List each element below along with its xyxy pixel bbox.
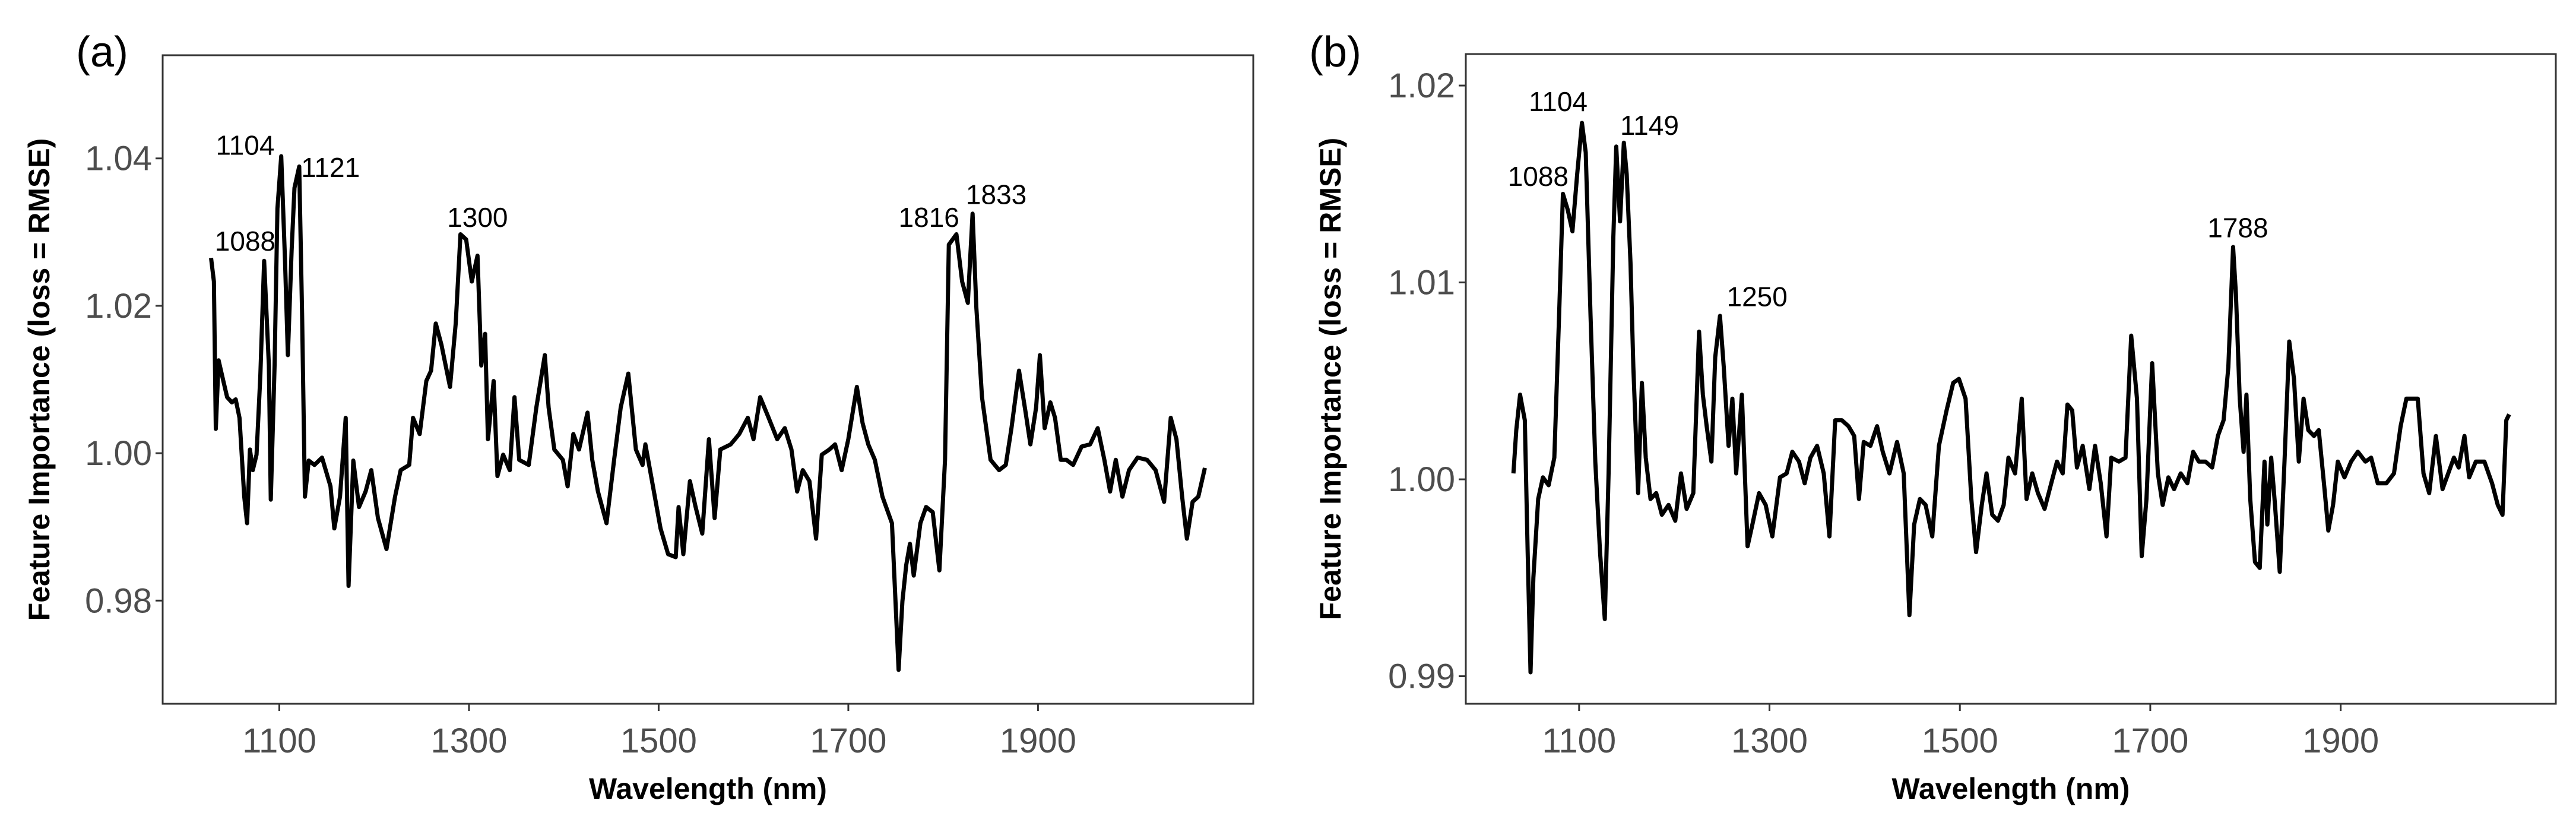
y-tick-label: 1.02 <box>85 287 152 325</box>
plot-frame <box>161 54 1254 705</box>
plot-frame <box>1465 53 2557 705</box>
peak-annotation: 1833 <box>966 179 1026 210</box>
y-axis-title: Feature Importance (loss = RMSE) <box>23 138 56 621</box>
y-axis-title: Feature Importance (loss = RMSE) <box>1314 138 1347 621</box>
y-tick-label: 0.99 <box>1388 657 1455 696</box>
x-tick-label: 1700 <box>810 722 886 760</box>
x-tick-label: 1900 <box>1000 722 1076 760</box>
series-line <box>209 154 1207 672</box>
y-tick-label: 1.04 <box>85 140 152 178</box>
peak-annotation: 1088 <box>215 226 275 257</box>
x-tick-label: 1300 <box>1731 722 1808 760</box>
y-tick-label: 1.02 <box>1388 67 1455 105</box>
peak-annotation: 1149 <box>1620 110 1679 141</box>
peak-annotation: 1121 <box>301 152 360 183</box>
y-tick-label: 1.01 <box>1388 264 1455 302</box>
x-axis-title: Wavelength (nm) <box>589 772 827 805</box>
peak-annotation: 1104 <box>1529 86 1588 117</box>
x-axis-title: Wavelength (nm) <box>1892 772 2130 805</box>
series-line <box>1511 121 2511 675</box>
panel-label: (b) <box>1309 29 1361 76</box>
peak-annotation: 1300 <box>447 202 508 233</box>
x-tick-label: 1700 <box>2112 722 2188 760</box>
x-tick-label: 1500 <box>1922 722 1998 760</box>
x-tick-label: 1900 <box>2302 722 2379 760</box>
x-tick-label: 1500 <box>620 722 697 760</box>
peak-annotation: 1250 <box>1726 281 1787 312</box>
x-tick-label: 1100 <box>1542 722 1616 760</box>
peak-annotation: 1788 <box>2207 212 2268 243</box>
y-tick-label: 0.98 <box>85 581 152 620</box>
y-tick-label: 1.00 <box>1388 460 1455 499</box>
x-tick-label: 1300 <box>430 722 507 760</box>
peak-annotation: 1104 <box>216 130 275 161</box>
y-tick-label: 1.00 <box>85 434 152 473</box>
panel-b: (b) 0.99 1.00 1.01 1.02 1100 1300 1500 1700 1900 W… <box>1309 29 2557 805</box>
panel-a: (a) 0.98 1.00 1.02 1.04 1100 1300 1500 1700 1900 W… <box>23 29 1254 805</box>
x-tick-label: 1100 <box>242 722 316 760</box>
panel-label: (a) <box>76 29 128 76</box>
peak-annotation: 1088 <box>1508 161 1569 192</box>
peak-annotation: 1816 <box>899 202 959 233</box>
